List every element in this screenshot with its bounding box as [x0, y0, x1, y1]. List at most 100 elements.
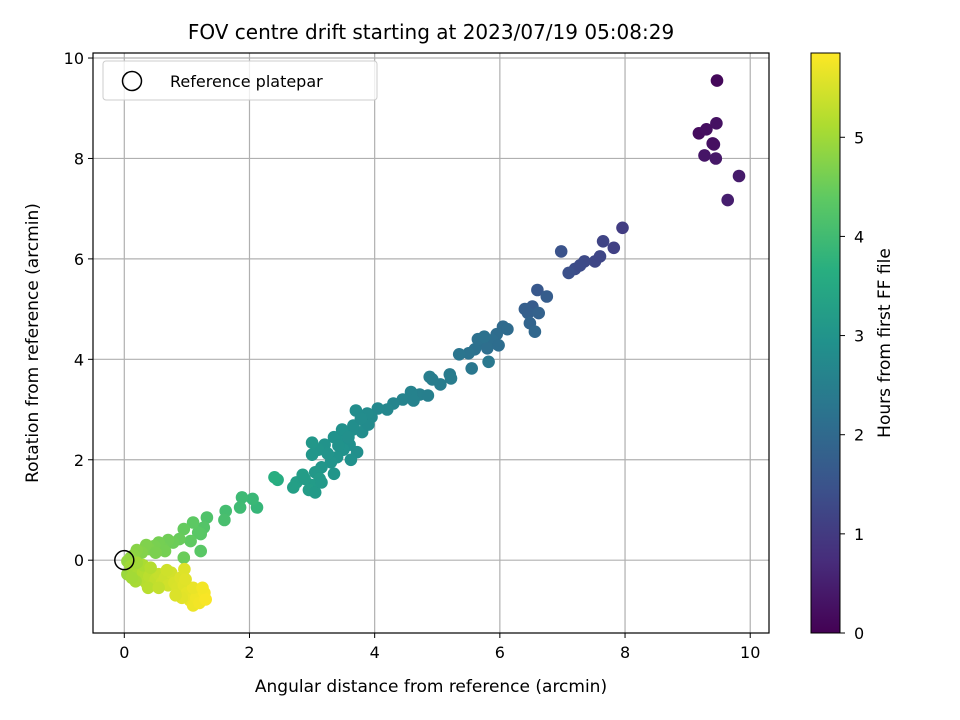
data-point: [268, 471, 281, 484]
data-point: [540, 290, 554, 303]
data-point: [186, 581, 200, 595]
data-point: [179, 573, 192, 586]
data-point: [158, 544, 172, 558]
data-point: [700, 123, 713, 136]
data-point: [130, 556, 144, 569]
data-point: [477, 330, 491, 344]
legend-label: Reference platepar: [170, 72, 323, 91]
data-point: [144, 561, 157, 574]
data-point: [332, 439, 345, 453]
colorbar-tick-label: 4: [854, 227, 864, 246]
data-point: [194, 544, 207, 558]
data-point: [199, 593, 212, 606]
data-point: [196, 581, 209, 595]
data-points: [121, 74, 746, 612]
data-point: [426, 373, 439, 386]
data-point: [518, 302, 532, 316]
data-point: [160, 563, 174, 577]
reference-platepar-marker: [114, 549, 135, 571]
data-point: [709, 152, 723, 165]
data-point: [482, 355, 495, 369]
data-point: [298, 472, 311, 486]
data-point: [321, 447, 335, 461]
data-point: [177, 551, 191, 564]
data-point: [421, 389, 435, 402]
colorbar-tick-label: 0: [854, 624, 864, 643]
y-tick-label: 2: [74, 451, 84, 470]
x-axis-ticks: 0 2 4 6 8 10: [119, 633, 760, 662]
data-point: [287, 481, 300, 494]
x-axis-label: Angular distance from reference (arcmin): [255, 677, 607, 697]
data-point: [593, 250, 607, 263]
y-tick-label: 10: [64, 49, 84, 68]
plot-frame: [92, 52, 770, 634]
y-tick-label: 6: [74, 250, 84, 269]
data-point: [465, 362, 479, 375]
data-point: [607, 241, 621, 255]
x-tick-label: 8: [620, 643, 630, 662]
data-point: [562, 266, 575, 280]
data-point: [305, 448, 319, 462]
reference-marker-layer: [114, 549, 135, 571]
y-tick-label: 4: [74, 350, 84, 369]
data-point: [396, 393, 410, 406]
data-point: [721, 193, 734, 207]
data-point: [532, 306, 545, 320]
legend-marker-icon: [121, 70, 143, 92]
data-point: [191, 526, 205, 539]
data-point: [315, 476, 328, 489]
data-point: [218, 513, 231, 527]
data-point: [407, 394, 420, 407]
data-point: [141, 581, 155, 595]
data-point: [573, 259, 587, 272]
data-point: [169, 589, 182, 602]
colorbar-tick-label: 3: [854, 327, 864, 346]
y-axis-ticks: 0 2 4 6 8 10: [64, 49, 93, 570]
y-tick-label: 0: [74, 551, 84, 570]
data-point: [233, 501, 247, 514]
data-point: [698, 149, 711, 162]
x-tick-label: 2: [244, 643, 254, 662]
colorbar-tick-label: 1: [854, 525, 864, 544]
data-point: [554, 245, 568, 258]
data-point: [501, 322, 514, 336]
data-point: [732, 169, 746, 183]
colorbar-tick-label: 5: [854, 128, 864, 147]
colorbar-tick-label: 2: [854, 426, 864, 445]
legend: Reference platepar: [102, 60, 378, 101]
x-tick-label: 4: [370, 643, 380, 662]
data-point: [354, 412, 368, 425]
data-point: [125, 571, 139, 585]
colorbar-ticks: 0 1 2 3 4 5: [840, 128, 864, 643]
data-point: [178, 562, 191, 576]
data-point: [596, 235, 610, 248]
data-point: [380, 403, 394, 416]
data-point: [444, 372, 458, 385]
data-point: [152, 581, 165, 595]
colorbar-gradient: [810, 52, 841, 634]
x-tick-label: 10: [740, 643, 760, 662]
y-tick-label: 8: [74, 149, 84, 168]
data-point: [528, 325, 542, 339]
data-point: [235, 491, 249, 504]
data-point: [710, 117, 723, 130]
data-point: [342, 430, 355, 444]
data-point: [246, 492, 259, 506]
data-point: [186, 516, 200, 529]
data-point: [184, 534, 197, 548]
data-point: [200, 511, 214, 524]
data-point: [305, 436, 319, 450]
data-point: [462, 347, 475, 360]
chart-title: FOV centre drift starting at 2023/07/19 …: [188, 20, 674, 44]
colorbar-label: Hours from first FF file: [875, 248, 895, 438]
grid-lines: [93, 53, 769, 633]
data-point: [710, 74, 724, 87]
data-point: [706, 137, 719, 150]
x-tick-label: 6: [495, 643, 505, 662]
data-point: [492, 339, 505, 352]
data-point: [149, 546, 162, 559]
y-axis-label: Rotation from reference (arcmin): [23, 203, 43, 483]
data-point: [327, 467, 341, 481]
data-point: [344, 453, 358, 467]
